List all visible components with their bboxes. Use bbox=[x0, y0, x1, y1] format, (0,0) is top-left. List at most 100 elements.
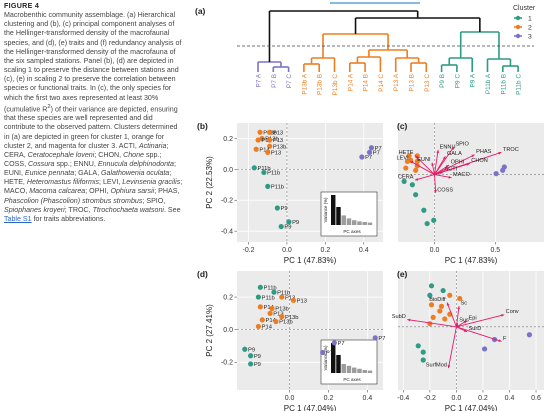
dendrogram-leaf-labels: P7 A P7 B P7 C P13b A P13b B P13b C P14 A P14 B… bbox=[256, 73, 523, 95]
species-name: Ennucula delphinodonta bbox=[97, 160, 174, 169]
data-point bbox=[255, 137, 261, 143]
point-label: P7 bbox=[378, 336, 385, 342]
vector-label: ENNU bbox=[440, 144, 456, 150]
data-point bbox=[242, 346, 248, 352]
point-label: P13b bbox=[285, 315, 299, 321]
loading-arrow bbox=[447, 326, 457, 369]
data-point bbox=[271, 289, 277, 295]
abbreviation-list: Actinaria; CERA, Ceratocephale loveni; C… bbox=[4, 142, 182, 214]
loading-arrow bbox=[434, 154, 475, 175]
data-point bbox=[259, 317, 265, 323]
point-label: P13 bbox=[271, 151, 281, 157]
species-name: Galathowenia oculata bbox=[101, 169, 170, 178]
data-point bbox=[255, 294, 262, 300]
species-name: Chone bbox=[123, 150, 144, 159]
x-tick-label: 0.2 bbox=[324, 395, 334, 402]
leaf-label: P14 C bbox=[378, 74, 385, 92]
dendrogram bbox=[257, 10, 519, 72]
leaf-label: P11b A bbox=[485, 73, 492, 94]
data-point bbox=[409, 182, 415, 188]
leaf-label: P9 A bbox=[470, 73, 477, 87]
data-point bbox=[437, 308, 443, 314]
vector-label: LEVI bbox=[397, 156, 410, 162]
caption-tail: for traits abbreviations. bbox=[31, 214, 106, 223]
panel-label: (e) bbox=[397, 269, 408, 279]
cluster-legend: Cluster 1 2 3 bbox=[513, 5, 536, 41]
point-label: P9 bbox=[254, 354, 261, 360]
data-point bbox=[269, 305, 275, 312]
arrow-head bbox=[448, 175, 452, 179]
data-point bbox=[257, 129, 263, 135]
scree-bar bbox=[336, 207, 341, 225]
arrow-head bbox=[463, 329, 468, 332]
arrow-head bbox=[407, 318, 411, 322]
vector-label: Conv bbox=[506, 309, 519, 315]
leaf-label: P9 C bbox=[454, 74, 461, 89]
scree-bar bbox=[341, 364, 346, 373]
arrow-head bbox=[415, 177, 419, 181]
point-label: P14 bbox=[259, 147, 270, 153]
data-point bbox=[273, 318, 279, 325]
y-tick-label: -0.2 bbox=[221, 360, 233, 367]
species-name: Spiophanes kroyeri bbox=[4, 205, 65, 214]
point-label: P7 bbox=[375, 146, 382, 152]
data-point bbox=[278, 223, 284, 230]
data-point bbox=[404, 158, 411, 164]
data-point bbox=[415, 343, 421, 349]
arrow-head bbox=[466, 162, 470, 166]
loading-arrow bbox=[414, 155, 435, 175]
x-tick-label: 0.0 bbox=[285, 395, 295, 402]
leaf-label: P11b B bbox=[500, 74, 507, 95]
loading-arrow bbox=[434, 164, 450, 175]
x-tick-label: -0.4 bbox=[397, 395, 409, 402]
legend-swatch-dot bbox=[515, 24, 521, 30]
loading-arrow bbox=[407, 319, 457, 328]
scree-bar bbox=[341, 215, 346, 225]
y-tick-label: -0.2 bbox=[221, 198, 233, 205]
scree-y-label: Variance (%) bbox=[323, 197, 328, 223]
data-point bbox=[261, 169, 267, 176]
data-point bbox=[267, 137, 273, 143]
scree-bar bbox=[352, 220, 357, 225]
data-point bbox=[279, 314, 285, 320]
panel-label: (b) bbox=[197, 121, 208, 131]
point-label: P9 bbox=[248, 347, 255, 353]
data-point bbox=[428, 302, 435, 308]
arrow-head bbox=[463, 320, 468, 324]
data-point bbox=[366, 149, 373, 155]
data-point bbox=[257, 284, 263, 290]
arrow-head bbox=[415, 155, 419, 159]
scree-bar bbox=[367, 370, 373, 373]
table-s1-link[interactable]: Table S1 bbox=[4, 214, 32, 223]
x-tick-label: 0.6 bbox=[531, 395, 541, 402]
data-point bbox=[248, 361, 254, 367]
point-label: P11b bbox=[271, 185, 284, 191]
point-label: P13 bbox=[273, 130, 283, 136]
point-label: P11b bbox=[257, 166, 270, 172]
arrow-head bbox=[455, 323, 459, 327]
loading-arrow bbox=[409, 160, 435, 175]
loading-arrow bbox=[456, 314, 505, 328]
data-point bbox=[359, 154, 365, 160]
point-label: P9 bbox=[281, 206, 288, 212]
point-label: P13 bbox=[273, 138, 283, 144]
vector-label: TROC bbox=[503, 147, 519, 153]
vector-label: OPHI bbox=[451, 160, 465, 166]
y-axis-label: PC 2 (22.53%) bbox=[205, 156, 214, 209]
loading-arrow bbox=[434, 174, 437, 193]
loading-arrow bbox=[434, 156, 446, 175]
data-point bbox=[372, 335, 378, 341]
vector-label: EUNI bbox=[417, 157, 431, 163]
leaf-label: P7 B bbox=[271, 74, 278, 88]
data-point bbox=[414, 158, 420, 164]
loading-arrow bbox=[455, 306, 460, 327]
vector-label: HETE bbox=[399, 150, 414, 156]
loading-arrow bbox=[414, 174, 435, 181]
point-label: P7 bbox=[365, 155, 372, 161]
scree-x-label: PC axes bbox=[343, 229, 361, 234]
vector-label: SurD bbox=[469, 326, 482, 332]
abbreviation-separator: spp.; ENNU, bbox=[54, 160, 98, 169]
scree-y-label: Variance (%) bbox=[323, 345, 328, 371]
vector-label: SubD bbox=[392, 314, 406, 320]
